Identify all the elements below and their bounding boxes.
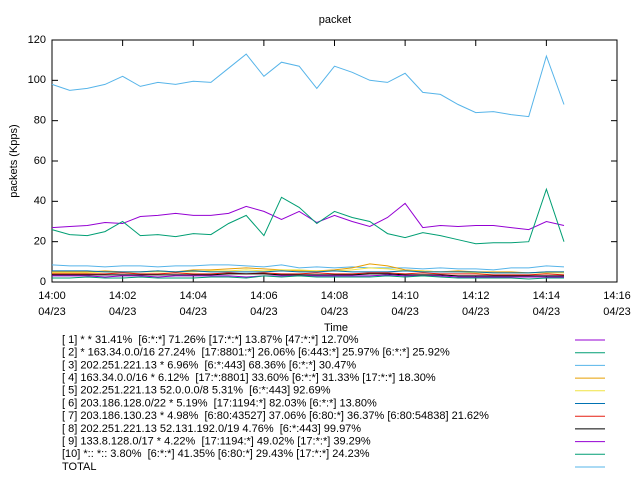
series-line	[52, 272, 565, 276]
series-line	[51, 264, 565, 271]
y-axis-label: packets (Kpps)	[8, 124, 20, 197]
x-tick-label: 14:06 04/23	[250, 290, 278, 318]
y-tick-label: 20	[34, 236, 46, 248]
y-tick-label: 80	[34, 115, 46, 127]
plot-border	[51, 39, 618, 283]
series-line	[51, 187, 565, 245]
x-tick-label: 14:00 04/23	[38, 290, 66, 318]
y-tick-label: 0	[40, 276, 46, 288]
x-tick-label: 14:16 04/23	[603, 290, 631, 318]
x-tick-label: 14:04 04/23	[179, 290, 207, 318]
x-tick-label: 14:10 04/23	[391, 290, 419, 318]
legend-label: [ 7] 203.186.130.23 * 4.98% [6:80:43527]…	[62, 410, 489, 422]
legend-label: [ 8] 202.251.221.13 52.131.192.0/19 4.76…	[62, 423, 361, 435]
legend-label: [ 9] 133.8.128.0/17 * 4.22% [17:1194:*] …	[62, 436, 371, 448]
y-tick-label: 40	[34, 195, 46, 207]
legend-label: [ 2] * 163.34.0.0/16 27.24% [17:8801:*] …	[62, 347, 450, 359]
x-tick-label: 14:12 04/23	[462, 290, 490, 318]
y-tick-label: 60	[34, 155, 46, 167]
legend-label: TOTAL	[62, 461, 96, 473]
series-line	[52, 274, 564, 278]
legend-label: [ 6] 203.186.128.0/22 * 5.19% [17:1194:*…	[62, 397, 377, 409]
x-tick-label: 14:08 04/23	[321, 290, 349, 318]
legend-label: [ 4] 163.34.0.0/16 * 6.12% [17:*:8801] 3…	[62, 372, 436, 384]
series-line	[52, 270, 564, 274]
legend-label: [ 1] * * 31.41% [6:*:*] 71.26% [17:*:*] …	[62, 334, 359, 346]
y-tick-label: 120	[28, 34, 46, 46]
series-line	[51, 202, 565, 231]
y-tick-label: 100	[28, 74, 46, 86]
x-tick-label: 14:02 04/23	[109, 290, 137, 318]
legend-label: [ 3] 202.251.221.13 * 6.96% [6:*:443] 68…	[62, 359, 356, 371]
x-axis-label: Time	[324, 322, 348, 334]
series-line	[51, 53, 565, 118]
legend-label: [10] *:: *:: 3.80% [6:*:*] 41.35% [6:80:…	[62, 448, 370, 460]
legend-label: [ 5] 202.251.221.13 52.0.0.0/8 5.31% [6:…	[62, 385, 331, 397]
chart-title: packet	[319, 14, 351, 26]
series-line	[52, 275, 564, 280]
series-line	[52, 273, 564, 277]
x-tick-label: 14:14 04/23	[533, 290, 561, 318]
